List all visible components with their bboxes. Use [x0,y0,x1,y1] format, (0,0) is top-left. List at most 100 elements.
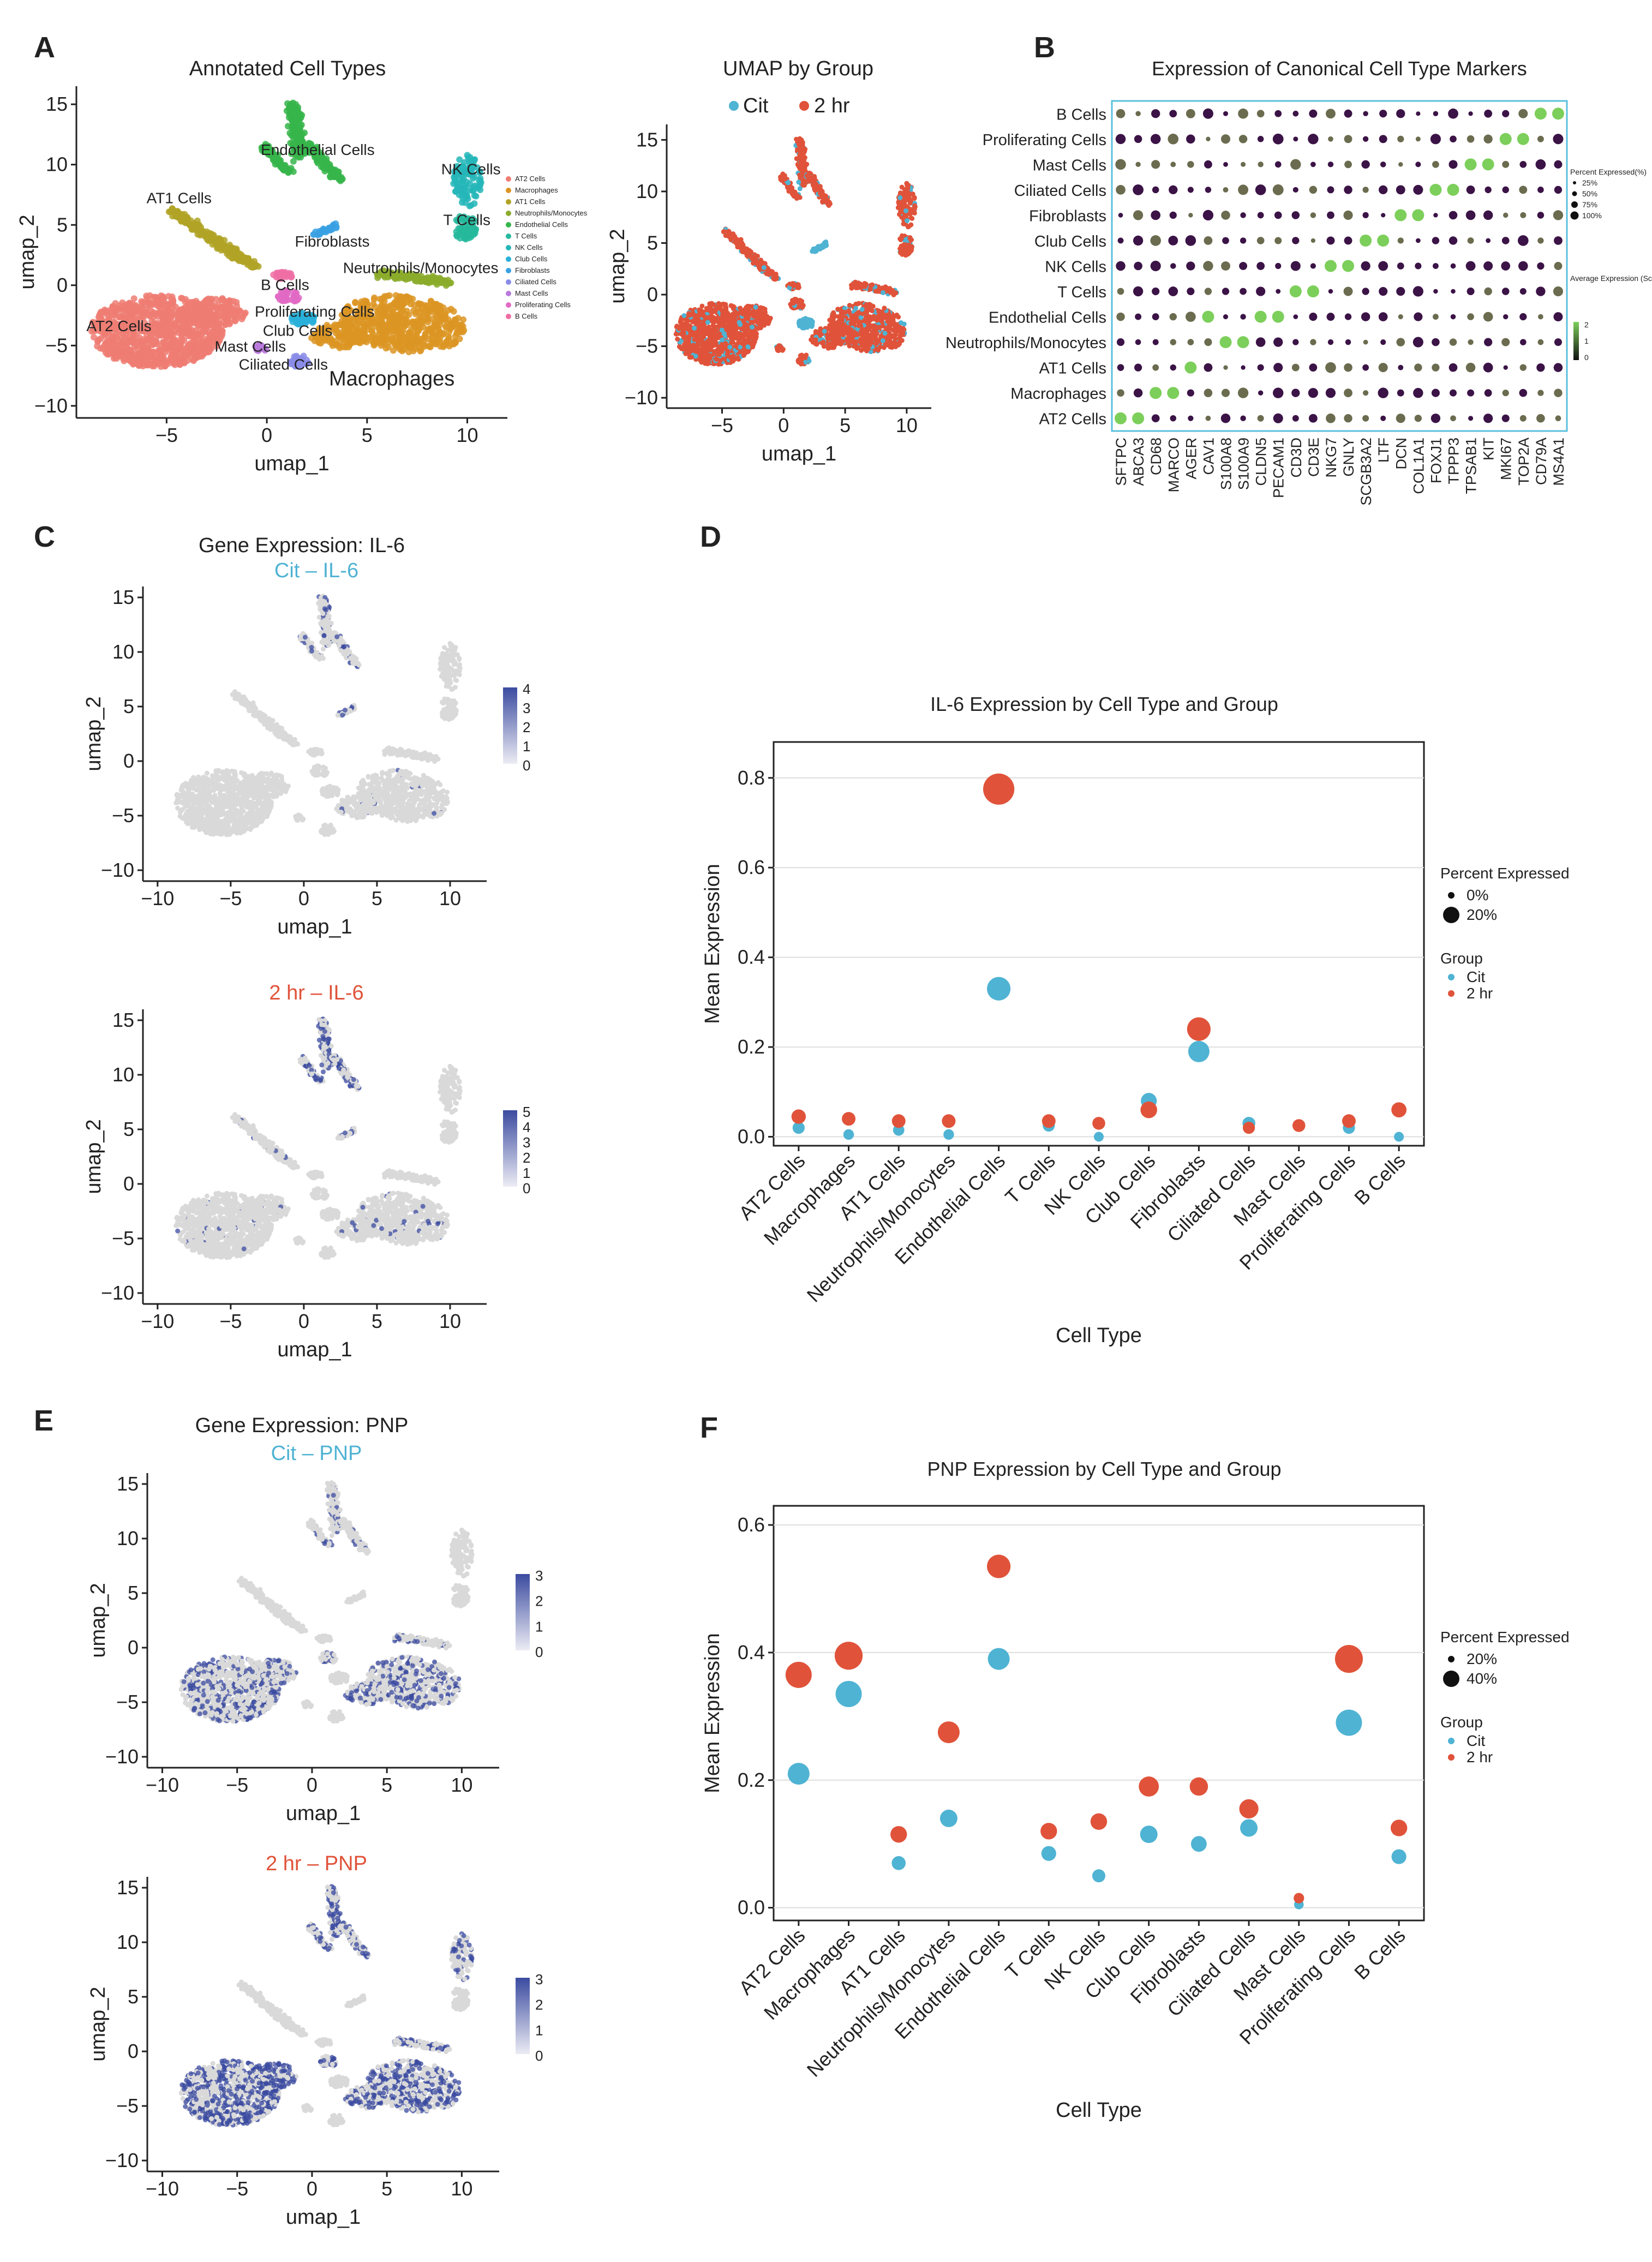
dotplot-dot [1240,237,1247,244]
dotplot-dot [1468,111,1473,116]
dotplot-dot [1362,136,1369,142]
dotplot-dot [1117,364,1124,371]
dotplot-dot [1117,288,1124,295]
dotplot-row-label: B Cells [1056,106,1106,123]
dotplot-dot [1256,237,1265,244]
avg-legend-label: 0 [1584,353,1589,362]
point-cit [1391,1849,1406,1864]
dotplot-dot [1292,110,1299,117]
dotplot-dot [1413,387,1423,398]
panel-d: D IL-6 Expression by Cell Type and Group 0… [700,520,1570,1347]
x-tick-label: 0 [778,414,789,436]
dotplot-dot [1519,415,1527,422]
dotplot-dot [1289,285,1302,298]
y-tick-label: 0.0 [738,1896,765,1919]
dotplot-dot [1116,185,1126,195]
x-tick-label: 10 [439,1310,461,1332]
y-tick-label: 5 [128,1582,139,1604]
x-axis-title: Cell Type [1056,1324,1142,1347]
x-tick-label: 0 [307,2177,318,2200]
y-tick-label: −5 [116,1691,139,1713]
dotplot-dot [1465,362,1476,373]
panel-letter: B [1034,31,1055,64]
point-2hr [1242,1122,1255,1134]
dotplot-dot [1379,135,1387,143]
dotplot-dot [1344,160,1352,169]
legend-size-title: Percent Expressed [1440,865,1570,882]
dotplot-dot [1415,161,1421,167]
dotplot-dot [1519,313,1527,321]
panel-letter: E [34,1404,53,1437]
dotplot-dot [1202,108,1213,119]
dotplot-dot [1220,134,1231,144]
dotplot-dot [1483,362,1493,373]
dotplot-gene-label: LTF [1375,438,1392,463]
dotplot-dot [1534,107,1547,120]
dotplot-dot [1309,109,1318,118]
dotplot-dot [1519,388,1528,397]
dotplot-dot [1519,161,1527,168]
panel-c-points [173,594,463,837]
pct-legend-label: 75% [1582,200,1597,209]
cluster-label: Macrophages [329,367,454,390]
legend-swatch [506,199,511,205]
dotplot-dot [1272,133,1284,145]
x-axis-title: umap_1 [762,442,836,465]
legend-group-title: Group [1440,950,1483,967]
dotplot-dot [1503,365,1508,370]
y-tick-label: 15 [117,1473,139,1495]
dotplot-dot [1239,262,1248,270]
dotplot-dot [1416,111,1421,116]
dotplot-dot [1327,211,1334,219]
dotplot-dot [1465,261,1476,271]
dotplot-dot [1237,336,1249,349]
dotplot-dot [1135,161,1141,167]
dotplot-dot [1135,111,1141,117]
x-tick-label: 5 [840,414,851,436]
dotplot-dot [1414,312,1423,321]
dotplot-dot [1152,339,1159,345]
dotplot-dot [1344,236,1352,245]
color-scale-bar [516,1978,530,2054]
dotplot-dot [1450,314,1456,320]
dotplot-dot [1414,363,1422,372]
legend-size-title: Percent Expressed [1440,1629,1570,1645]
point-2hr [834,1642,863,1670]
dotplot-dot [1344,363,1352,372]
dotplot-dot [1204,288,1212,295]
dotplot-gene-label: CD3E [1306,438,1322,477]
point-2hr [1239,1799,1259,1818]
point-2hr [983,773,1015,805]
dotplot-dot [1324,260,1337,272]
dotplot-dot [1433,111,1439,117]
dotplot-dot [1222,237,1229,244]
dotplot-dot [1484,338,1493,346]
dotplot-dot [1254,310,1267,323]
dotplot-dot [1344,388,1352,398]
dotplot-dot [1152,287,1160,296]
panel-letter: F [700,1411,718,1444]
panel-e-points [178,1480,475,1724]
x-tick-label: 10 [451,1774,472,1796]
legend-swatch [506,222,511,228]
dotplot-dot [1555,415,1561,422]
y-tick-label: 10 [117,1931,139,1953]
dotplot-dot [1396,286,1405,296]
dotplot-dot [1170,161,1176,167]
dotplot-dot [1310,238,1315,243]
dotplot-dot [1466,185,1475,194]
panel-a: A Annotated Cell Types −5 0 5 10 −10 −5 0 5 10 15 um… [16,31,931,475]
cluster-label: AT2 Cells [86,318,151,334]
dotplot-dot [1186,261,1195,271]
legend-size-dot [1448,892,1455,899]
dotplot-dot [1537,339,1544,345]
dotplot-dot [1150,134,1161,145]
legend-label: AT1 Cells [515,198,546,206]
dotplot-dot [1293,136,1298,142]
dotplot-dot [1257,136,1264,142]
dotplot-dot [1238,135,1248,143]
dotplot-dot [1344,414,1352,423]
dotplot-dot [1433,213,1438,218]
dotplot-dot [1412,209,1424,222]
